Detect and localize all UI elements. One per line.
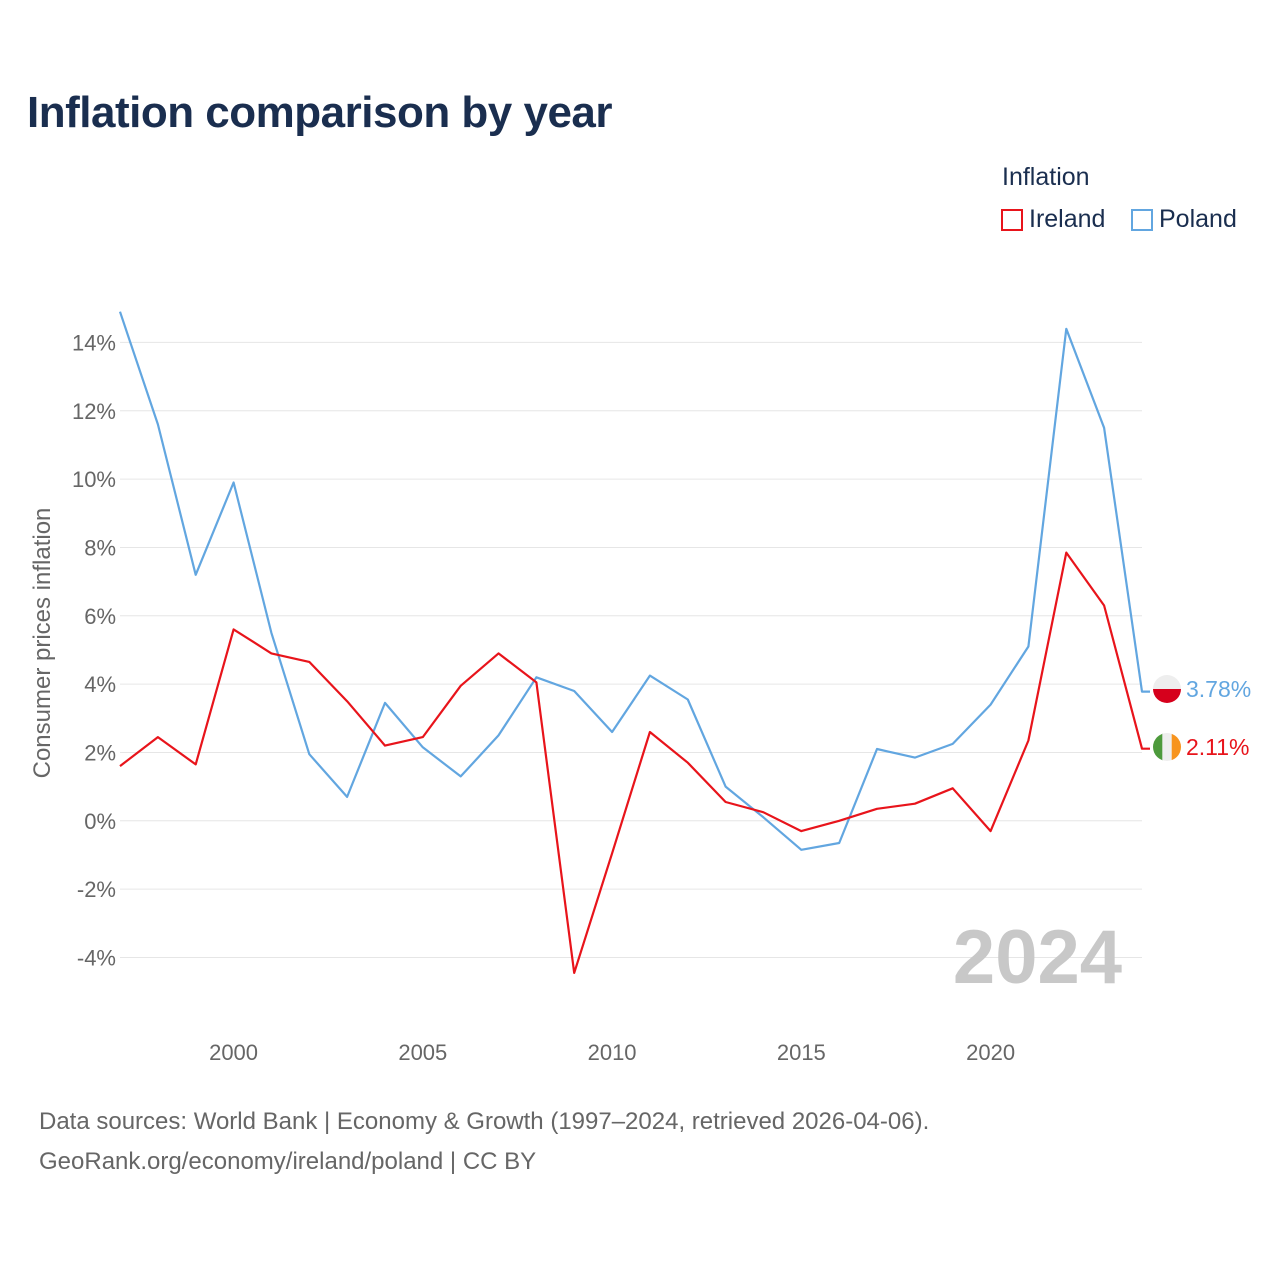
- data-point-poland: [307, 752, 311, 756]
- data-point-ireland: [686, 761, 690, 765]
- data-point-poland: [989, 703, 993, 707]
- data-point-poland: [686, 697, 690, 701]
- y-axis-label: Consumer prices inflation: [29, 508, 56, 779]
- data-point-poland: [875, 747, 879, 751]
- data-point-poland: [1026, 645, 1030, 649]
- data-point-poland: [572, 689, 576, 693]
- data-point-poland: [194, 573, 198, 577]
- y-tick-label: -2%: [77, 877, 116, 902]
- ireland-flag-icon: [1153, 733, 1181, 761]
- data-point-ireland: [761, 810, 765, 814]
- legend-title: Inflation: [1002, 163, 1090, 191]
- legend-swatch-poland: [1131, 208, 1153, 231]
- y-tick-label: 0%: [84, 809, 116, 834]
- data-point-poland: [913, 756, 917, 760]
- data-point-ireland: [534, 680, 538, 684]
- data-point-ireland: [875, 807, 879, 811]
- data-point-poland: [761, 815, 765, 819]
- data-point-ireland: [118, 764, 122, 768]
- legend-label-poland: Poland: [1159, 205, 1237, 233]
- data-point-ireland: [913, 802, 917, 806]
- legend-item-ireland[interactable]: Ireland: [1001, 205, 1105, 234]
- y-tick-label: 4%: [84, 672, 116, 697]
- data-point-ireland: [1064, 551, 1068, 555]
- data-point-ireland: [989, 829, 993, 833]
- end-label-poland: 3.78%: [1186, 676, 1251, 702]
- footer-source: Data sources: World Bank | Economy & Gro…: [39, 1108, 930, 1135]
- data-point-ireland: [269, 651, 273, 655]
- data-point-poland: [951, 742, 955, 746]
- x-tick-label: 2005: [398, 1040, 447, 1065]
- poland-flag-icon: [1153, 675, 1181, 703]
- data-point-ireland: [421, 735, 425, 739]
- y-tick-label: 14%: [72, 330, 116, 355]
- data-point-poland: [497, 733, 501, 737]
- line-chart: -4% -2% 0% 2% 4% 6% 8% 10% 12% 14% 2000 2005 2010 201…: [29, 310, 1251, 1065]
- chart-title: Inflation comparison by year: [27, 88, 613, 137]
- data-point-poland: [534, 675, 538, 679]
- y-tick-label: 12%: [72, 399, 116, 424]
- y-tick-label: 2%: [84, 740, 116, 765]
- data-point-ireland: [345, 699, 349, 703]
- series-line-poland: [118, 311, 1150, 851]
- data-point-ireland: [724, 800, 728, 804]
- data-point-poland: [1064, 327, 1068, 331]
- y-tick-label: 8%: [84, 535, 116, 560]
- data-point-ireland: [1026, 739, 1030, 743]
- data-point-ireland: [497, 651, 501, 655]
- data-point-ireland: [232, 627, 236, 631]
- data-point-poland: [232, 481, 236, 485]
- data-point-poland: [269, 631, 273, 635]
- data-point-poland: [383, 701, 387, 705]
- x-tick-label: 2015: [777, 1040, 826, 1065]
- data-point-ireland: [648, 730, 652, 734]
- data-point-ireland: [799, 829, 803, 833]
- data-point-ireland: [1140, 747, 1144, 751]
- data-point-poland: [1140, 690, 1144, 694]
- data-point-ireland: [951, 786, 955, 790]
- x-tick-label: 2020: [966, 1040, 1015, 1065]
- data-point-poland: [118, 310, 122, 314]
- y-tick-label: -4%: [77, 945, 116, 970]
- data-point-poland: [156, 422, 160, 426]
- footer-attribution: GeoRank.org/economy/ireland/poland | CC …: [39, 1148, 537, 1175]
- data-point-poland: [837, 841, 841, 845]
- data-point-poland: [610, 730, 614, 734]
- legend-swatch-ireland: [1001, 208, 1023, 231]
- data-point-ireland: [156, 735, 160, 739]
- data-point-poland: [799, 848, 803, 852]
- year-watermark: 2024: [953, 915, 1122, 1000]
- data-point-poland: [724, 785, 728, 789]
- series-line-ireland: [119, 551, 1150, 975]
- end-label-ireland: 2.11%: [1186, 734, 1250, 760]
- data-point-ireland: [610, 851, 614, 855]
- data-point-poland: [421, 745, 425, 749]
- x-tick-label: 2010: [588, 1040, 637, 1065]
- data-point-ireland: [307, 660, 311, 664]
- data-point-poland: [648, 674, 652, 678]
- data-point-poland: [345, 795, 349, 799]
- data-point-poland: [459, 774, 463, 778]
- data-point-poland: [1102, 426, 1106, 430]
- y-tick-label: 10%: [72, 467, 116, 492]
- data-point-ireland: [837, 819, 841, 823]
- data-point-ireland: [383, 744, 387, 748]
- data-point-ireland: [1102, 604, 1106, 608]
- legend-label-ireland: Ireland: [1029, 205, 1106, 233]
- x-tick-label: 2000: [209, 1040, 258, 1065]
- data-point-ireland: [572, 971, 576, 975]
- legend-item-poland[interactable]: Poland: [1131, 205, 1237, 234]
- data-point-ireland: [459, 684, 463, 688]
- data-point-ireland: [194, 762, 198, 766]
- y-tick-label: 6%: [84, 604, 116, 629]
